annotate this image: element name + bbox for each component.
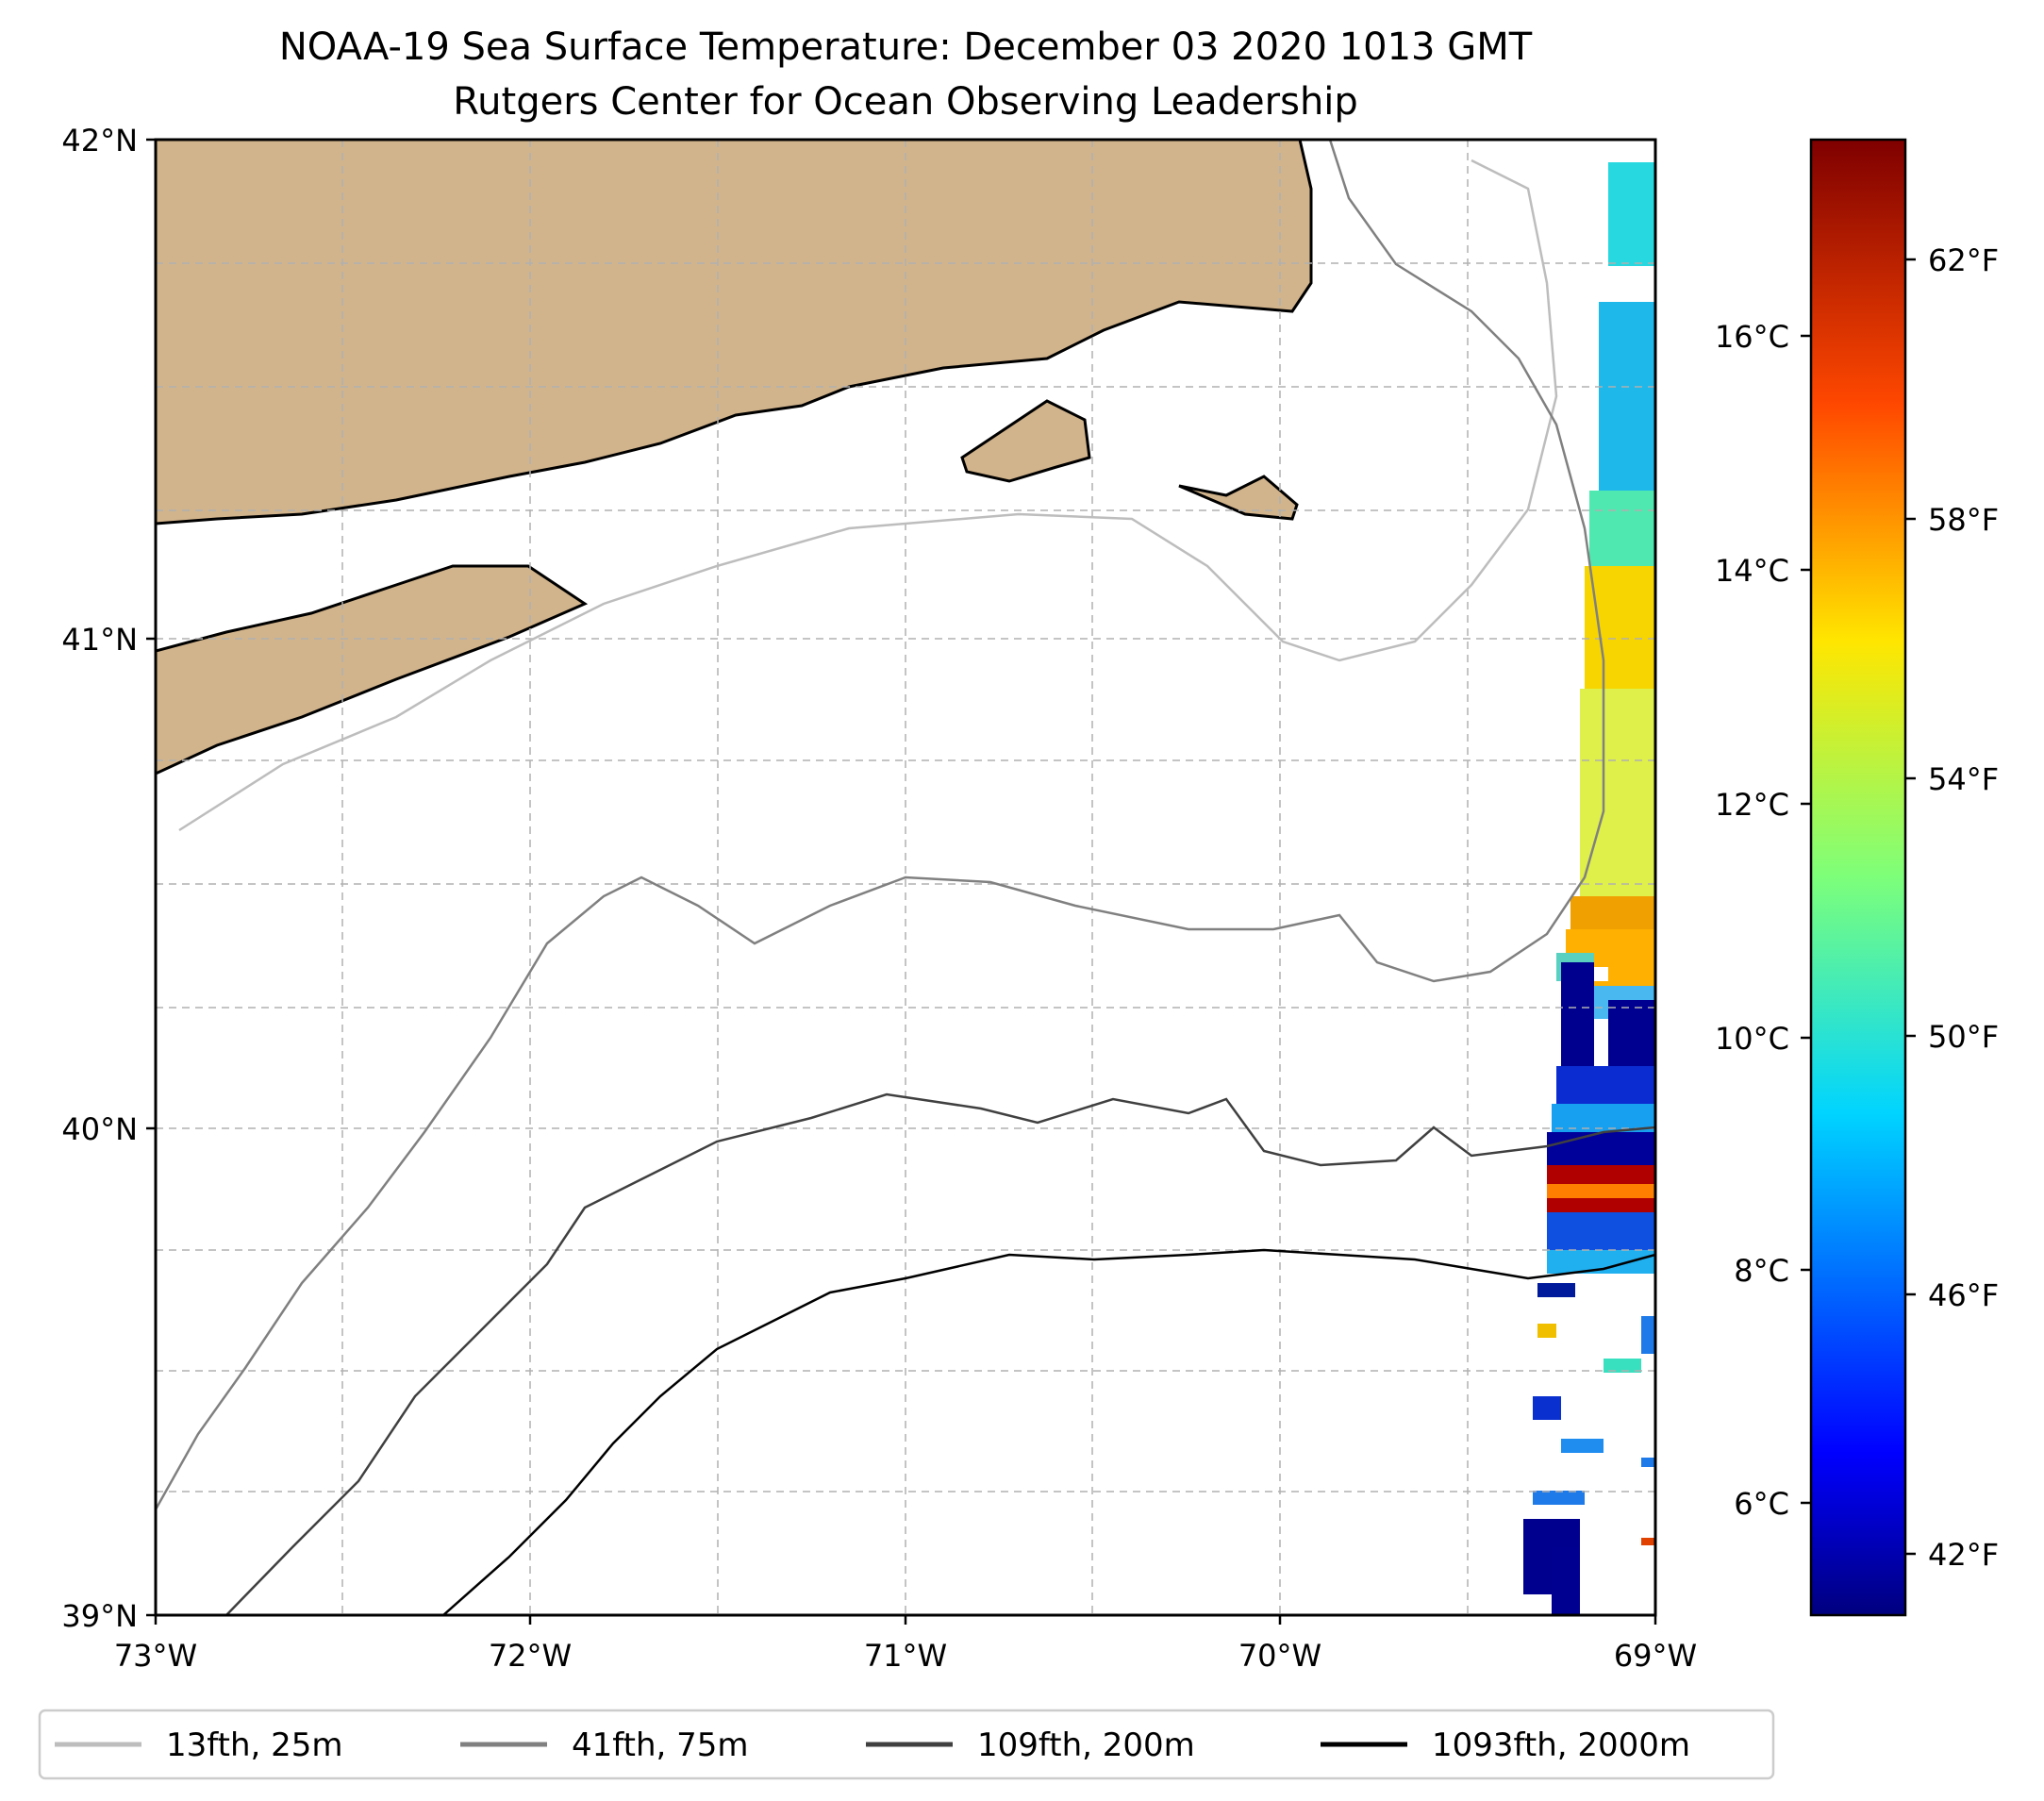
legend-label-25m: 13fth, 25m (166, 1726, 343, 1764)
lon-label: 69°W (1614, 1638, 1697, 1674)
gridlines (156, 140, 1655, 1615)
colorbar-fahrenheit-label: 42°F (1928, 1537, 1999, 1573)
isobaths (156, 140, 1655, 1615)
legend-label-2000m: 1093fth, 2000m (1432, 1726, 1690, 1764)
colorbar-celsius-label: 14°C (1715, 553, 1789, 589)
lat-label: 40°N (61, 1111, 138, 1147)
lat-label: 39°N (61, 1598, 138, 1634)
isobath-25m (178, 158, 1558, 832)
lon-label: 73°W (114, 1638, 197, 1674)
colorbar-celsius-label: 16°C (1715, 319, 1789, 355)
isobath-2000m (442, 1248, 1655, 1615)
colorbar-celsius-label: 12°C (1715, 787, 1789, 823)
title-line-1: NOAA-19 Sea Surface Temperature: Decembe… (279, 25, 1533, 69)
land (156, 140, 1313, 775)
colorbar-fahrenheit-label: 54°F (1928, 761, 1999, 797)
colorbar: 16°C 14°C 12°C 10°C 8°C 6°C 62°F 58°F 54… (1715, 138, 1999, 1617)
colorbar-ticks (1801, 258, 1916, 1556)
colorbar-fahrenheit-label: 58°F (1928, 502, 1999, 538)
lon-label: 70°W (1238, 1638, 1321, 1674)
map-panel (156, 140, 1655, 1615)
colorbar-fahrenheit-label: 46°F (1928, 1277, 1999, 1313)
legend-label-200m: 109fth, 200m (977, 1726, 1195, 1764)
isobath-75m (156, 140, 1605, 1510)
colorbar-fahrenheit-label: 50°F (1928, 1019, 1999, 1055)
lon-label: 72°W (489, 1638, 572, 1674)
latitude-labels: 42°N 41°N 40°N 39°N (61, 123, 138, 1634)
sst-swath (1523, 162, 1655, 1615)
lat-label: 41°N (61, 622, 138, 658)
colorbar-celsius-label: 10°C (1715, 1021, 1789, 1057)
legend-label-75m: 41fth, 75m (572, 1726, 749, 1764)
isobath-200m (225, 1092, 1655, 1615)
lon-label: 71°W (864, 1638, 947, 1674)
isobath-legend: 13fth, 25m 41fth, 75m 109fth, 200m 1093f… (38, 1709, 1775, 1780)
lat-label: 42°N (61, 123, 138, 158)
colorbar-fahrenheit-label: 62°F (1928, 242, 1999, 278)
colorbar-celsius-label: 6°C (1734, 1486, 1789, 1522)
colorbar-celsius-label: 8°C (1734, 1253, 1789, 1289)
title-line-2: Rutgers Center for Ocean Observing Leade… (453, 80, 1358, 124)
map-ticks (146, 138, 1657, 1625)
longitude-labels: 73°W 72°W 71°W 70°W 69°W (114, 1638, 1697, 1674)
colorbar-gradient (1809, 138, 1907, 1617)
